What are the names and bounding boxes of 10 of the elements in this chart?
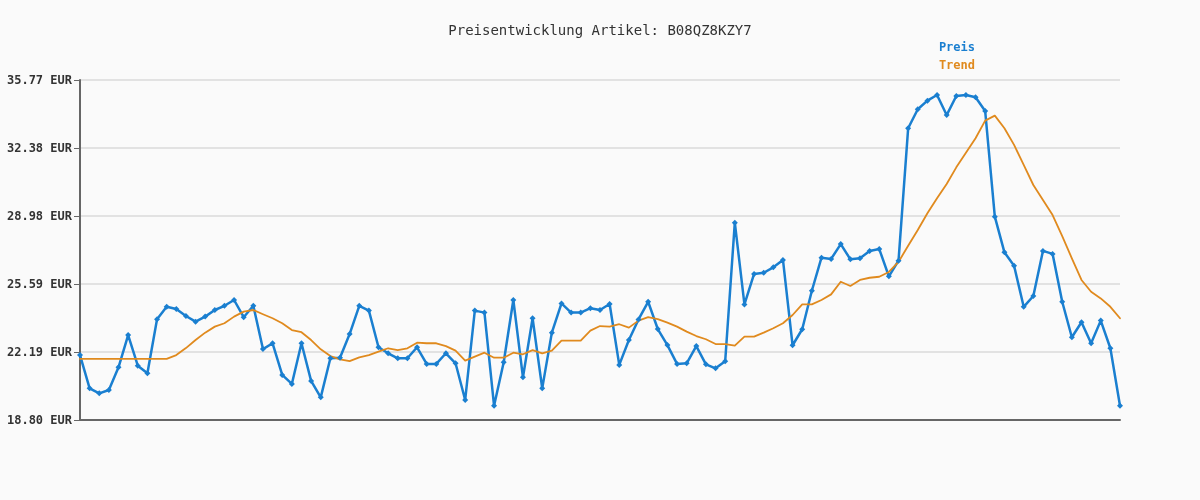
- text: Trend: [938, 58, 975, 72]
- y-tick-label: 32.38 EUR: [6, 140, 73, 155]
- text: Preis: [938, 40, 975, 54]
- chart-title: Preisentwicklung Artikel: B08QZ8KZY7: [448, 22, 752, 38]
- y-tick-label: 25.59 EUR: [6, 276, 73, 291]
- y-tick-label: 35.77 EUR: [6, 73, 73, 87]
- line-series: [79, 114, 1121, 362]
- y-tick-label: 22.19 EUR: [6, 345, 73, 360]
- y-tick-label: 18.80 EUR: [6, 413, 73, 427]
- y-tick-label: 28.98 EUR: [6, 209, 73, 224]
